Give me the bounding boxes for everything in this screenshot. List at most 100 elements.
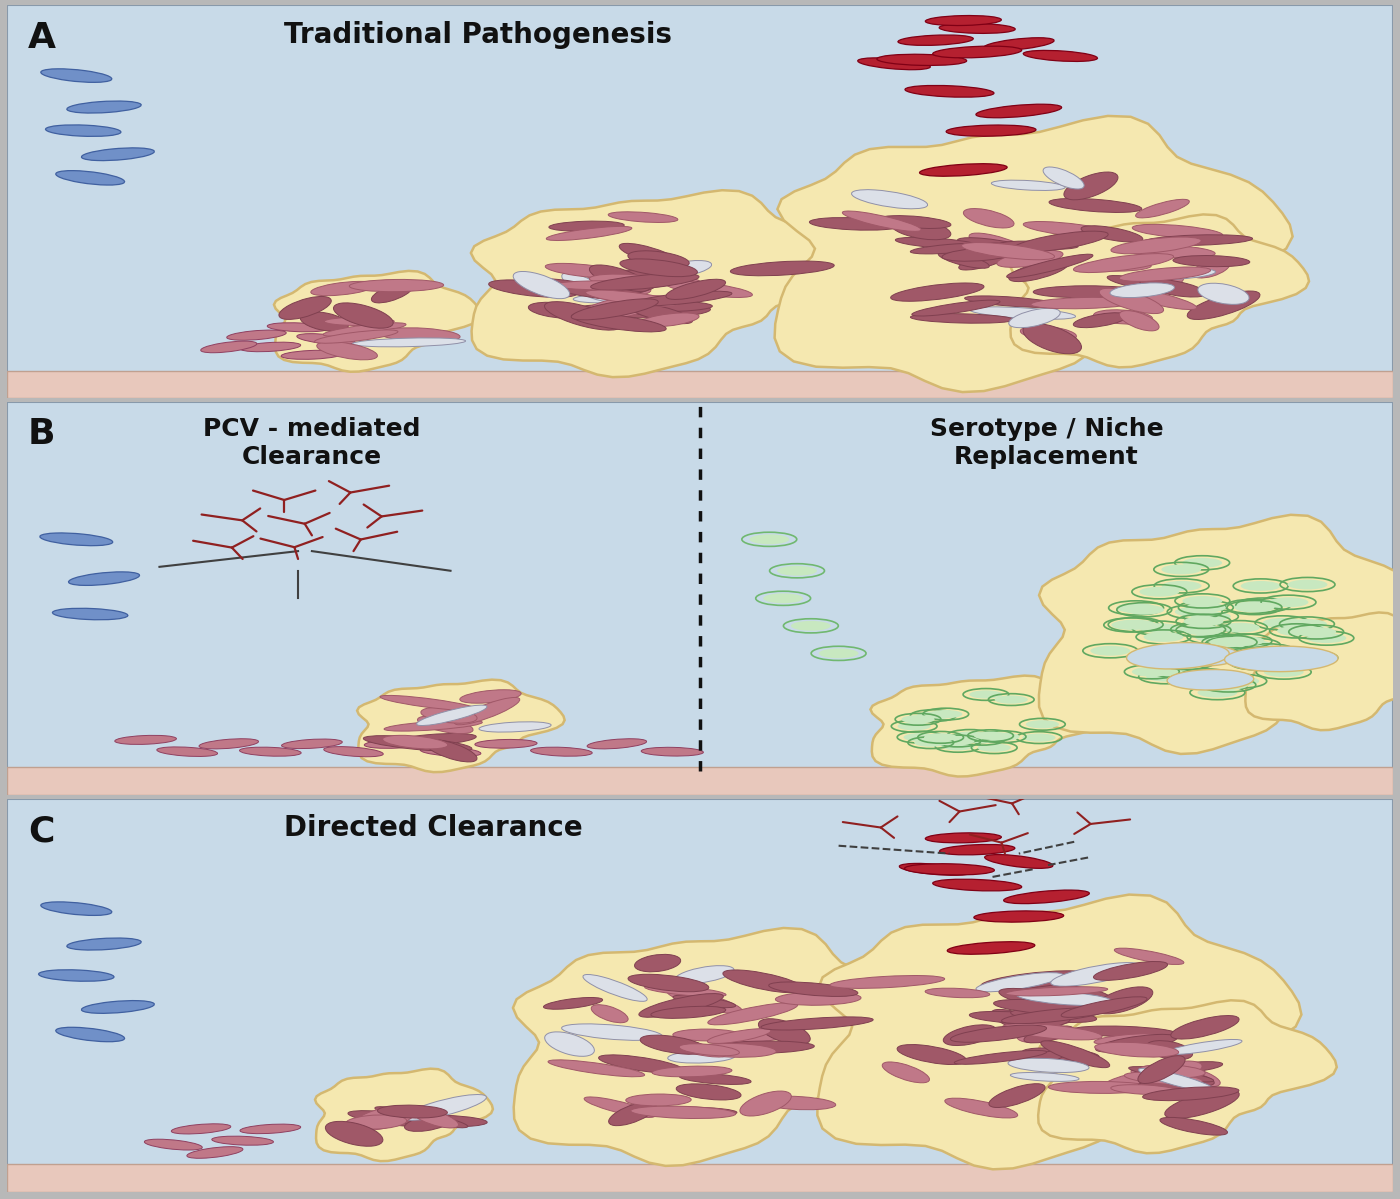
Ellipse shape xyxy=(1173,255,1250,266)
Ellipse shape xyxy=(1211,640,1252,651)
Ellipse shape xyxy=(547,1060,644,1077)
Ellipse shape xyxy=(1011,1073,1079,1081)
Ellipse shape xyxy=(1183,596,1222,605)
Polygon shape xyxy=(470,191,860,378)
Ellipse shape xyxy=(878,216,951,229)
Ellipse shape xyxy=(1187,671,1226,681)
Polygon shape xyxy=(315,1068,493,1161)
Ellipse shape xyxy=(1012,231,1109,252)
Ellipse shape xyxy=(379,695,477,711)
Ellipse shape xyxy=(1133,269,1215,279)
Ellipse shape xyxy=(644,986,727,996)
Ellipse shape xyxy=(589,275,700,285)
Ellipse shape xyxy=(1233,602,1273,611)
Text: Serotype / Niche
Replacement: Serotype / Niche Replacement xyxy=(930,417,1163,469)
Ellipse shape xyxy=(144,1139,203,1150)
Ellipse shape xyxy=(591,1005,629,1023)
Ellipse shape xyxy=(1093,1034,1162,1044)
Ellipse shape xyxy=(349,1110,445,1127)
Ellipse shape xyxy=(858,58,931,70)
Ellipse shape xyxy=(1240,582,1281,591)
Ellipse shape xyxy=(1096,1035,1177,1053)
Ellipse shape xyxy=(459,689,521,703)
Ellipse shape xyxy=(315,330,398,343)
Ellipse shape xyxy=(311,282,377,296)
Ellipse shape xyxy=(39,532,113,546)
Ellipse shape xyxy=(379,327,461,342)
Ellipse shape xyxy=(41,68,112,83)
Ellipse shape xyxy=(890,218,951,240)
Ellipse shape xyxy=(675,965,734,983)
Ellipse shape xyxy=(1021,326,1077,341)
Ellipse shape xyxy=(629,303,693,324)
Ellipse shape xyxy=(1291,652,1330,663)
Ellipse shape xyxy=(969,246,1051,259)
Ellipse shape xyxy=(325,1121,382,1146)
FancyBboxPatch shape xyxy=(7,5,1393,374)
Ellipse shape xyxy=(1005,987,1107,996)
Ellipse shape xyxy=(1168,669,1254,691)
Polygon shape xyxy=(1009,215,1309,367)
Ellipse shape xyxy=(693,1043,776,1058)
Ellipse shape xyxy=(1018,1050,1067,1066)
Ellipse shape xyxy=(1264,667,1303,677)
Ellipse shape xyxy=(1110,1085,1179,1095)
Ellipse shape xyxy=(479,722,552,733)
Ellipse shape xyxy=(1296,627,1336,637)
Ellipse shape xyxy=(1023,324,1081,354)
Ellipse shape xyxy=(378,1105,448,1117)
FancyBboxPatch shape xyxy=(7,767,1393,795)
Ellipse shape xyxy=(700,1041,815,1054)
Ellipse shape xyxy=(375,1107,468,1128)
Ellipse shape xyxy=(1128,1067,1214,1081)
Ellipse shape xyxy=(239,747,301,757)
Ellipse shape xyxy=(333,303,393,329)
Ellipse shape xyxy=(545,1032,595,1056)
Ellipse shape xyxy=(1099,288,1163,314)
Ellipse shape xyxy=(157,747,217,757)
Ellipse shape xyxy=(349,279,444,291)
Ellipse shape xyxy=(596,301,713,312)
Ellipse shape xyxy=(1210,637,1250,647)
Ellipse shape xyxy=(970,243,1042,257)
Ellipse shape xyxy=(1009,308,1060,327)
Ellipse shape xyxy=(981,971,1089,989)
Ellipse shape xyxy=(545,302,622,330)
Ellipse shape xyxy=(1170,1066,1221,1086)
Ellipse shape xyxy=(759,1019,811,1044)
Ellipse shape xyxy=(1247,646,1288,656)
Polygon shape xyxy=(357,680,564,772)
Ellipse shape xyxy=(239,342,301,351)
Ellipse shape xyxy=(679,1044,739,1056)
Ellipse shape xyxy=(1026,721,1058,729)
Ellipse shape xyxy=(1093,309,1152,324)
Ellipse shape xyxy=(1186,603,1226,613)
Ellipse shape xyxy=(676,1084,741,1099)
Ellipse shape xyxy=(1263,617,1302,628)
Ellipse shape xyxy=(1030,297,1137,309)
Ellipse shape xyxy=(1009,260,1068,282)
Ellipse shape xyxy=(589,275,669,288)
Ellipse shape xyxy=(777,566,818,576)
Ellipse shape xyxy=(1023,50,1098,61)
Ellipse shape xyxy=(1179,625,1218,634)
Ellipse shape xyxy=(976,104,1061,118)
Ellipse shape xyxy=(666,279,725,300)
Ellipse shape xyxy=(1040,1041,1110,1067)
Ellipse shape xyxy=(939,844,1015,855)
Ellipse shape xyxy=(953,731,987,740)
Ellipse shape xyxy=(1124,1072,1203,1085)
Ellipse shape xyxy=(948,941,1035,954)
Ellipse shape xyxy=(1072,1026,1176,1037)
Ellipse shape xyxy=(995,1018,1070,1035)
Ellipse shape xyxy=(819,649,858,658)
Ellipse shape xyxy=(1208,680,1249,689)
Ellipse shape xyxy=(1138,1068,1217,1092)
Ellipse shape xyxy=(910,314,1014,324)
Ellipse shape xyxy=(939,24,1015,34)
Ellipse shape xyxy=(1049,199,1142,212)
Ellipse shape xyxy=(897,1044,966,1065)
Ellipse shape xyxy=(1049,1081,1152,1093)
Ellipse shape xyxy=(67,101,141,113)
Ellipse shape xyxy=(627,251,689,269)
